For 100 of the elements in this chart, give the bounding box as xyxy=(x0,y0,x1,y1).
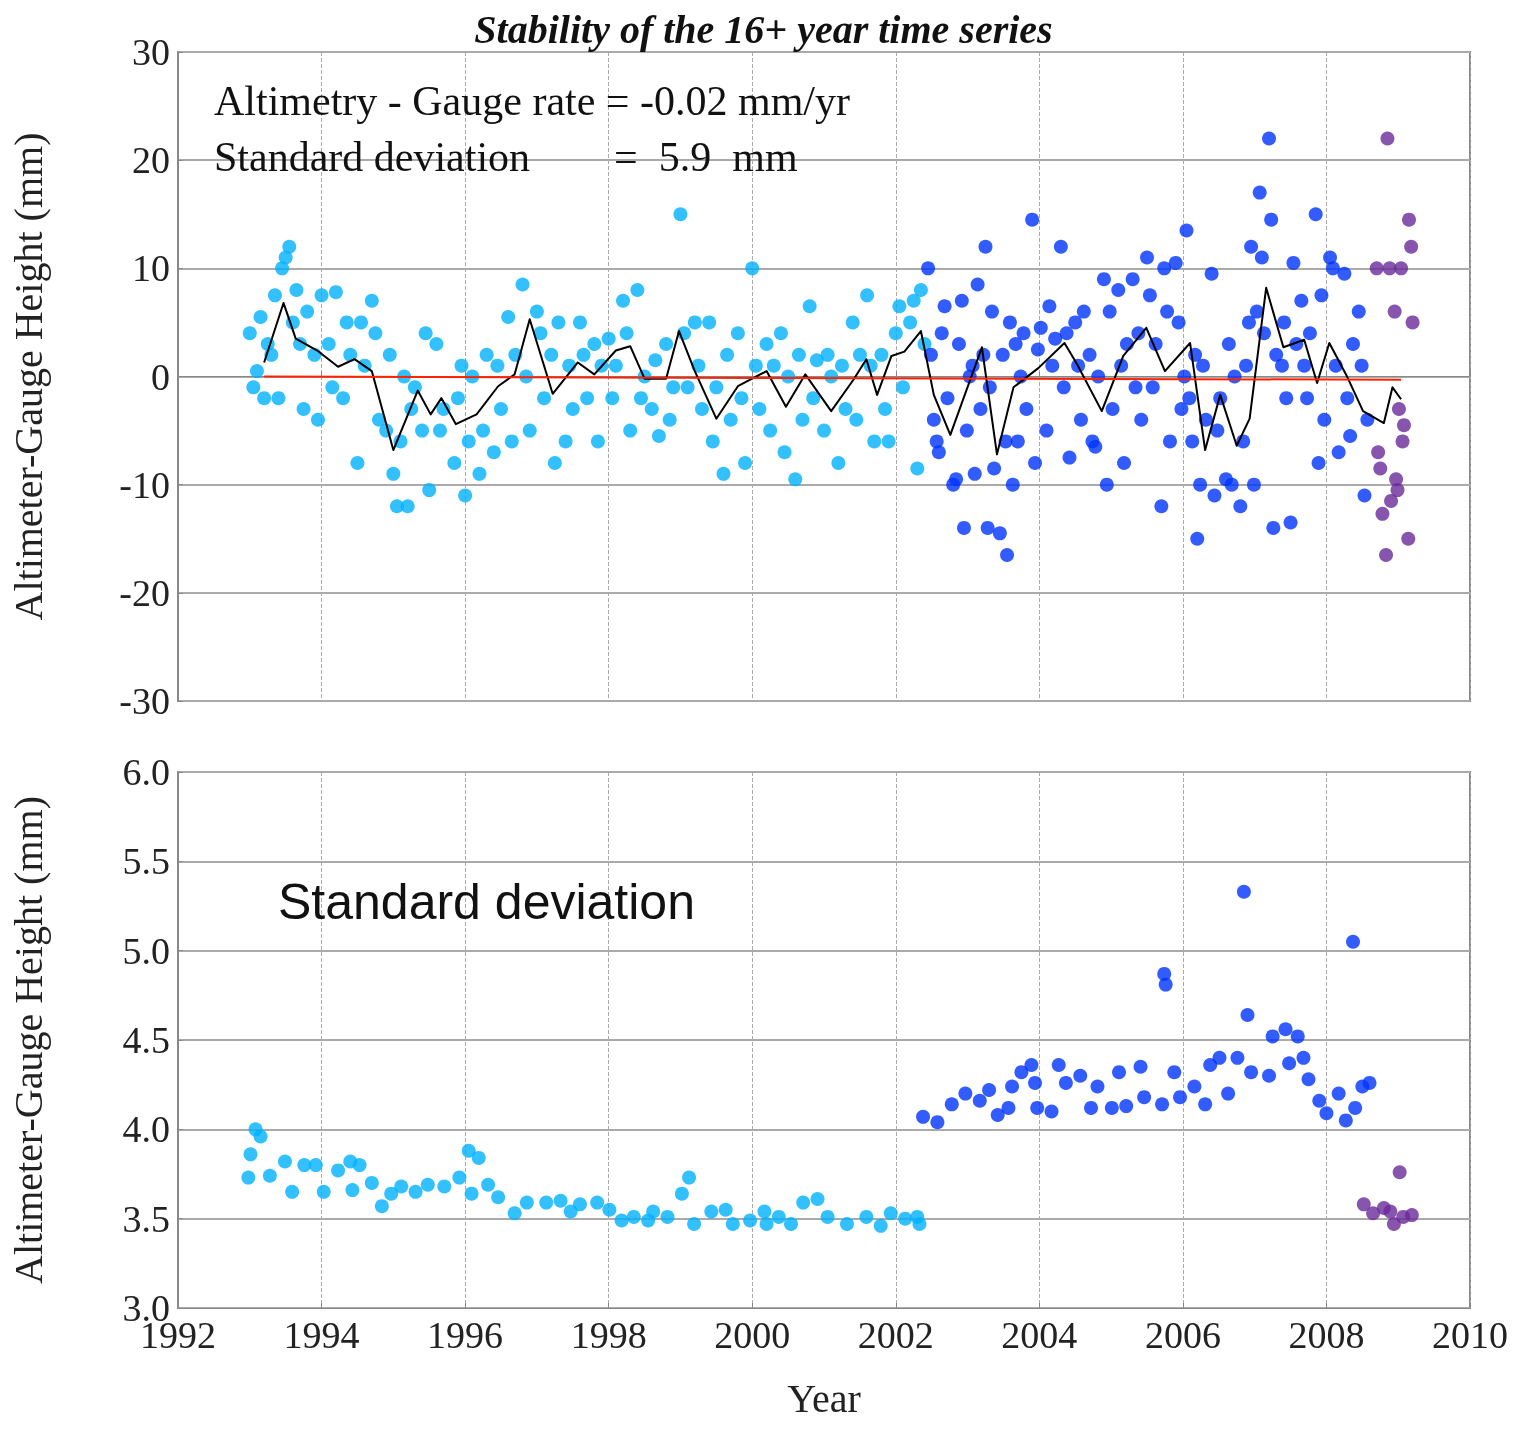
chart-title: Stability of the 16+ year time series xyxy=(474,6,1053,52)
point xyxy=(1338,1113,1353,1128)
y-tick-label: 0 xyxy=(151,355,170,398)
point xyxy=(1296,1050,1311,1065)
point xyxy=(944,1097,959,1112)
y-tick-label: -10 xyxy=(119,463,170,506)
point xyxy=(1348,1100,1363,1115)
point xyxy=(1187,1079,1202,1094)
point xyxy=(1244,1065,1259,1080)
point xyxy=(1380,131,1395,146)
point xyxy=(1282,1056,1297,1071)
x-tick-label: 2008 xyxy=(1288,1314,1365,1356)
point xyxy=(1392,1165,1407,1180)
point xyxy=(1030,1100,1045,1115)
point xyxy=(1198,1097,1213,1112)
point xyxy=(1155,1097,1170,1112)
point xyxy=(1278,1022,1293,1037)
point xyxy=(1203,1058,1218,1073)
point xyxy=(1391,401,1406,416)
point xyxy=(1404,1208,1419,1223)
point xyxy=(1396,418,1411,433)
point xyxy=(1073,1068,1088,1083)
point xyxy=(1090,1079,1105,1094)
point xyxy=(1405,315,1420,330)
point xyxy=(1044,1104,1059,1119)
y-tick-label: 4.5 xyxy=(122,1019,170,1061)
x-axis-title: Year xyxy=(787,1375,861,1421)
point xyxy=(1390,483,1405,498)
point xyxy=(1312,1093,1327,1108)
point xyxy=(1301,1072,1316,1087)
point xyxy=(1051,1058,1066,1073)
point xyxy=(1402,212,1416,227)
point xyxy=(1375,506,1390,521)
point xyxy=(1395,434,1410,449)
point xyxy=(1394,261,1409,276)
y-tick-label: 5.0 xyxy=(122,929,170,972)
point xyxy=(1362,1075,1377,1090)
point xyxy=(1404,239,1419,254)
y-axis-title: Altimeter-Gauge Height (mm) xyxy=(5,132,51,621)
y-tick-label: 4.0 xyxy=(122,1108,170,1151)
point xyxy=(1112,1065,1127,1080)
x-tick-label: 2004 xyxy=(1001,1314,1078,1356)
annotation: Standard deviation = 5.9 mm xyxy=(214,134,798,180)
point xyxy=(1387,304,1402,319)
point xyxy=(982,1083,997,1098)
point xyxy=(1133,1059,1148,1074)
point xyxy=(1001,1100,1016,1115)
point xyxy=(1373,461,1388,476)
x-tick-label: 2000 xyxy=(714,1314,791,1356)
point xyxy=(1401,531,1416,546)
point xyxy=(1366,1206,1381,1221)
point xyxy=(930,1115,945,1130)
point xyxy=(1005,1079,1020,1094)
point xyxy=(1356,1197,1371,1212)
point xyxy=(1265,1029,1280,1044)
x-tick-label: 2010 xyxy=(1432,1314,1508,1356)
point xyxy=(916,1109,931,1124)
point xyxy=(1212,1050,1227,1065)
y-tick-label: 3.5 xyxy=(122,1197,170,1240)
y-axis-title: Altimeter-Gauge Height (mm) xyxy=(5,796,51,1284)
x-tick-label: 1998 xyxy=(570,1314,647,1356)
point xyxy=(1230,1050,1245,1065)
point xyxy=(1221,1086,1236,1101)
point xyxy=(1369,261,1384,276)
point xyxy=(1158,977,1173,992)
y-tick-label: -30 xyxy=(119,680,170,722)
point xyxy=(1024,1058,1039,1073)
point xyxy=(1028,1075,1043,1090)
point xyxy=(1014,1065,1029,1080)
point xyxy=(1137,1090,1152,1105)
point xyxy=(1290,1029,1305,1044)
point xyxy=(1386,1217,1401,1232)
x-tick-label: 2006 xyxy=(1144,1314,1221,1356)
point xyxy=(1167,1065,1182,1080)
y-tick-label: 30 xyxy=(132,31,170,73)
point xyxy=(1319,1106,1334,1121)
point xyxy=(1084,1100,1099,1115)
point xyxy=(1379,547,1394,562)
y-tick-label: 20 xyxy=(132,139,170,182)
y-tick-label: 10 xyxy=(132,247,170,290)
point xyxy=(1058,1075,1073,1090)
point xyxy=(1173,1090,1188,1105)
x-tick-label: 1994 xyxy=(283,1314,360,1356)
point xyxy=(1119,1099,1134,1114)
point xyxy=(1384,493,1399,508)
y-tick-label: -20 xyxy=(119,571,170,614)
x-tick-label: 2002 xyxy=(857,1314,934,1356)
point xyxy=(958,1086,973,1101)
point xyxy=(1346,934,1360,949)
annotation: Altimetry - Gauge rate = -0.02 mm/yr xyxy=(214,78,851,124)
point xyxy=(972,1093,987,1108)
point xyxy=(1262,1068,1277,1083)
y-tick-label: 5.5 xyxy=(122,840,170,883)
point xyxy=(1371,445,1386,460)
point xyxy=(1331,1086,1346,1101)
annotation: Standard deviation xyxy=(278,874,695,930)
point xyxy=(1236,884,1251,899)
y-tick-label: 6.0 xyxy=(122,751,170,793)
point xyxy=(1383,1204,1398,1219)
x-tick-label: 1996 xyxy=(427,1314,504,1356)
